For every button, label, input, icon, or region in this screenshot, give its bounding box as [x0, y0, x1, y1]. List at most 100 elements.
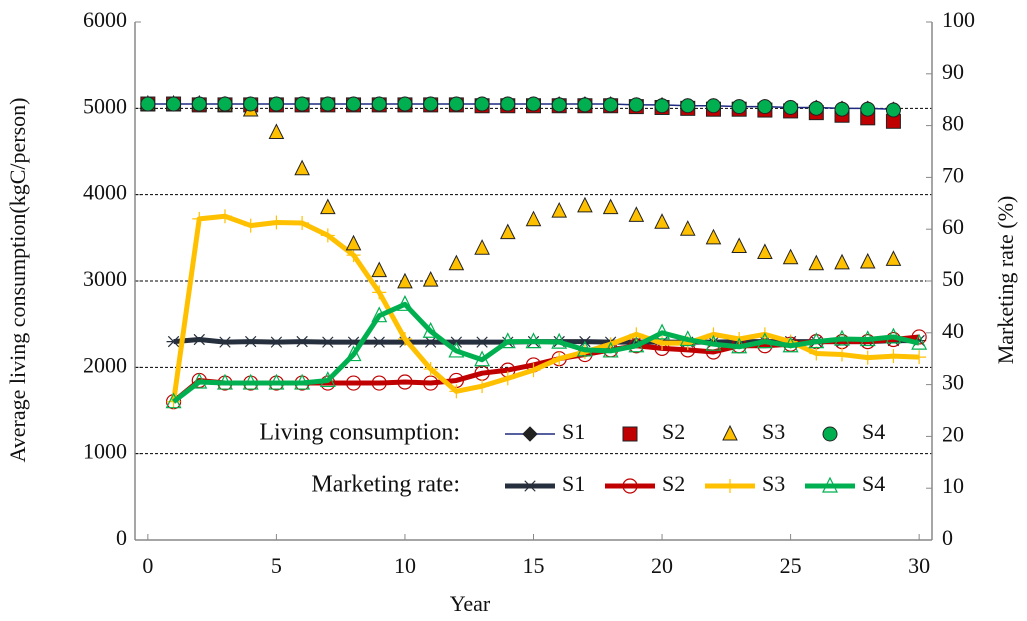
marker [500, 371, 515, 386]
y2-tick-label: 70 [942, 162, 964, 187]
marker [475, 336, 490, 348]
y-tick-label: 2000 [83, 352, 127, 377]
marker [834, 101, 850, 117]
legend-label: S3 [762, 471, 785, 496]
marker [525, 332, 542, 349]
marker [526, 96, 541, 112]
marker [809, 346, 824, 361]
marker [603, 97, 619, 113]
marker [577, 196, 593, 213]
y2-tick-label: 50 [942, 266, 964, 291]
legend-marker [723, 479, 737, 493]
marker [859, 330, 876, 347]
marker [449, 384, 464, 399]
marker [577, 97, 593, 113]
marker [912, 350, 927, 365]
legend-marker [622, 478, 638, 494]
marker [525, 210, 542, 227]
marker [834, 253, 850, 270]
marker [474, 350, 491, 367]
marker [654, 323, 671, 340]
marker [551, 97, 567, 113]
legend-label: S2 [662, 419, 685, 444]
marker [397, 272, 413, 289]
y2-tick-label: 60 [942, 214, 964, 239]
marker [886, 349, 901, 364]
marker [295, 335, 310, 348]
marker [217, 373, 233, 390]
marker [731, 99, 747, 115]
marker [911, 333, 928, 350]
marker [680, 98, 696, 114]
legend-marker [523, 480, 537, 492]
marker [269, 215, 284, 230]
y2-tick-label: 80 [942, 111, 964, 136]
y2-tick-label: 10 [942, 473, 964, 498]
marker [294, 159, 310, 176]
legend-marker [822, 476, 838, 493]
marker [706, 327, 721, 342]
x-tick-label: 25 [780, 553, 802, 578]
marker [860, 350, 875, 365]
marker [397, 332, 412, 347]
marker [499, 223, 516, 240]
marker [731, 337, 748, 354]
marker [885, 250, 902, 266]
marker [602, 198, 619, 215]
marker [911, 329, 927, 345]
marker [859, 252, 876, 269]
marker [629, 327, 644, 342]
marker [294, 96, 310, 112]
marker [783, 99, 799, 115]
legend-marker [822, 426, 838, 442]
marker [243, 218, 258, 233]
marker [500, 96, 516, 112]
marker [448, 341, 465, 358]
marker [191, 372, 208, 389]
legend-label: S4 [862, 471, 885, 496]
marker [654, 213, 670, 229]
marker [474, 239, 490, 255]
marker [295, 215, 310, 230]
marker [320, 228, 335, 243]
y2-tick-label: 0 [942, 525, 953, 550]
marker [757, 99, 773, 115]
marker [448, 96, 464, 112]
series-line [172, 301, 920, 404]
marker [320, 198, 336, 215]
series-line [171, 213, 920, 403]
marker [217, 209, 232, 224]
marker [294, 373, 311, 390]
marker [269, 336, 284, 348]
marker [808, 100, 824, 116]
marker [423, 336, 438, 348]
y-tick-label: 1000 [83, 439, 127, 464]
legend-label: S3 [762, 419, 785, 444]
marker [422, 321, 439, 338]
x-tick-label: 20 [651, 553, 673, 578]
marker [166, 335, 181, 348]
y-tick-label: 3000 [83, 266, 127, 291]
marker [192, 333, 207, 346]
marker [346, 248, 361, 263]
marker [166, 96, 182, 112]
marker [860, 101, 876, 117]
marker [268, 123, 285, 140]
marker [217, 96, 233, 112]
y2-tick-label: 100 [942, 7, 975, 32]
marker [705, 334, 722, 351]
marker [423, 362, 438, 377]
marker [474, 96, 490, 112]
marker [371, 261, 388, 278]
marker [834, 329, 850, 346]
legend-marker [622, 426, 638, 442]
marker [191, 96, 207, 112]
legend-label: S2 [662, 471, 685, 496]
marker [731, 237, 747, 253]
y-tick-label: 5000 [83, 93, 127, 118]
legend-marker [522, 426, 538, 442]
x-tick-label: 5 [271, 553, 282, 578]
y-tick-label: 0 [116, 525, 127, 550]
marker [526, 363, 541, 378]
y2-tick-label: 40 [942, 318, 964, 343]
